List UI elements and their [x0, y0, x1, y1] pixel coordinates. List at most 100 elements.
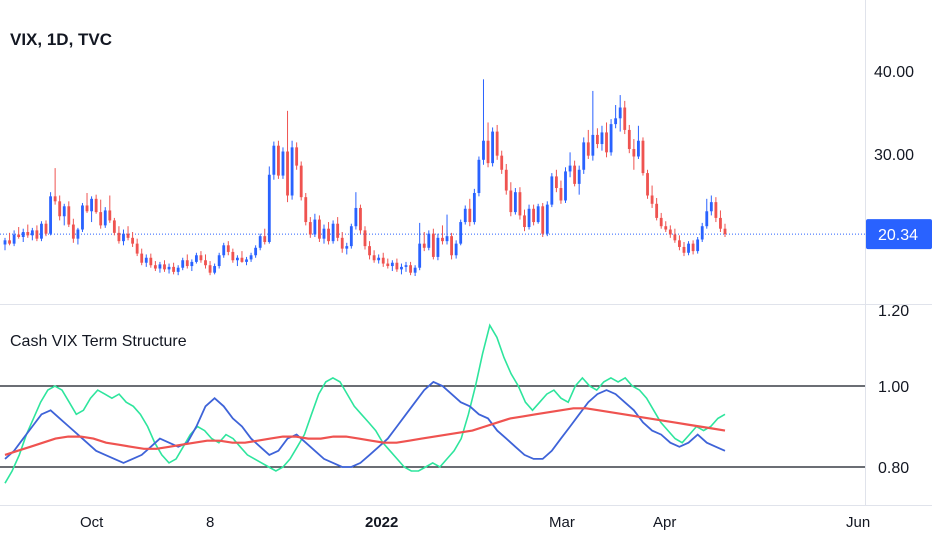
candle-body — [308, 222, 312, 235]
candle-body — [299, 165, 303, 198]
candle-body — [527, 208, 531, 228]
candle-body — [272, 145, 276, 175]
candle-body — [235, 257, 239, 261]
candle-body — [17, 234, 21, 237]
candle-body — [532, 208, 536, 223]
candle-body — [691, 243, 695, 252]
candle-body — [318, 219, 321, 239]
candle-body — [696, 239, 700, 252]
time-label-8: 8 — [206, 514, 214, 531]
candle-body — [135, 243, 139, 254]
candle-body — [427, 233, 431, 248]
candle-body — [504, 169, 508, 191]
indicator-title[interactable]: Cash VIX Term Structure — [10, 333, 187, 350]
time-scale[interactable]: Oct 8 2022 Mar Apr Jun — [80, 514, 870, 531]
candle-body — [614, 118, 618, 125]
candle-body — [477, 159, 481, 194]
candle-body — [94, 198, 98, 213]
candle-body — [445, 236, 449, 242]
candle-body — [349, 226, 353, 247]
candle-body — [682, 246, 686, 253]
candle-body — [668, 229, 672, 235]
candle-body — [144, 257, 148, 263]
candle-body — [190, 261, 194, 267]
candle-body — [377, 257, 381, 261]
candle-body — [21, 232, 25, 237]
candle-body — [340, 237, 344, 249]
candle-body — [140, 253, 144, 263]
candle-body — [81, 205, 84, 230]
indicator-scale[interactable]: 1.00 0.80 — [878, 379, 909, 477]
candle-body — [117, 232, 121, 242]
candle-body — [167, 266, 171, 270]
candle-body — [176, 267, 180, 272]
indicator-tick-0-8: 0.80 — [878, 460, 909, 477]
candle-body — [586, 142, 590, 156]
time-label-mar: Mar — [549, 514, 575, 531]
time-label-2022: 2022 — [365, 514, 398, 531]
price-scale[interactable]: 40.00 30.00 20.34 1.20 — [866, 64, 932, 320]
candle-body — [486, 140, 490, 164]
candle-body — [8, 240, 11, 244]
candle-body — [185, 260, 189, 267]
candle-body — [277, 145, 280, 176]
candle-body — [468, 208, 472, 223]
candle-body — [554, 176, 558, 189]
candle-body — [568, 165, 572, 172]
candle-body — [523, 215, 526, 228]
candle-body — [509, 190, 513, 213]
candle-body — [126, 233, 130, 238]
candle-body — [400, 266, 403, 270]
candle-body — [591, 134, 595, 156]
candle-body — [623, 107, 627, 130]
candle-body — [609, 124, 613, 153]
last-price-label: 20.34 — [878, 227, 918, 244]
candle-body — [395, 262, 399, 270]
candle-body — [222, 245, 226, 256]
candle-body — [345, 246, 349, 249]
symbol-title[interactable]: VIX, 1D, TVC — [10, 30, 112, 49]
candle-body — [30, 230, 34, 236]
candle-body — [472, 193, 476, 223]
candle-body — [390, 262, 394, 267]
series-blue — [4, 380, 726, 468]
candle-body — [659, 217, 663, 227]
candle-body — [163, 264, 166, 270]
candle-body — [363, 230, 367, 247]
candle-body — [254, 247, 258, 256]
candle-body — [131, 237, 135, 244]
candle-body — [313, 219, 317, 235]
candle-body — [199, 255, 203, 261]
candle-body — [463, 208, 467, 223]
candle-body — [85, 205, 89, 212]
candle-body — [673, 234, 677, 241]
candle-body — [354, 207, 358, 227]
candle-body — [714, 202, 718, 218]
candle-body — [194, 255, 198, 262]
candle-body — [181, 260, 185, 268]
series-green — [4, 323, 726, 484]
main-pane[interactable]: VIX, 1D, TVC — [0, 30, 865, 277]
candle-body — [700, 226, 704, 240]
candle-body — [204, 260, 207, 266]
candle-body — [650, 195, 654, 204]
candle-body — [641, 140, 645, 174]
candle-body — [281, 151, 285, 176]
candle-body — [122, 233, 125, 242]
candle-body — [99, 212, 103, 226]
candle-body — [327, 228, 330, 242]
candle-body — [153, 265, 157, 269]
candle-body — [500, 155, 504, 170]
candle-body — [418, 243, 422, 268]
candle-body — [550, 176, 554, 205]
price-tick-clipped: 1.20 — [878, 303, 909, 320]
candle-body — [76, 229, 80, 239]
series-red — [4, 407, 726, 456]
candle-body — [40, 223, 43, 239]
candle-body — [103, 210, 107, 226]
candle-body — [422, 243, 426, 248]
candle-body — [627, 129, 631, 150]
indicator-pane[interactable]: Cash VIX Term Structure — [0, 323, 865, 484]
candle-body — [577, 169, 581, 184]
